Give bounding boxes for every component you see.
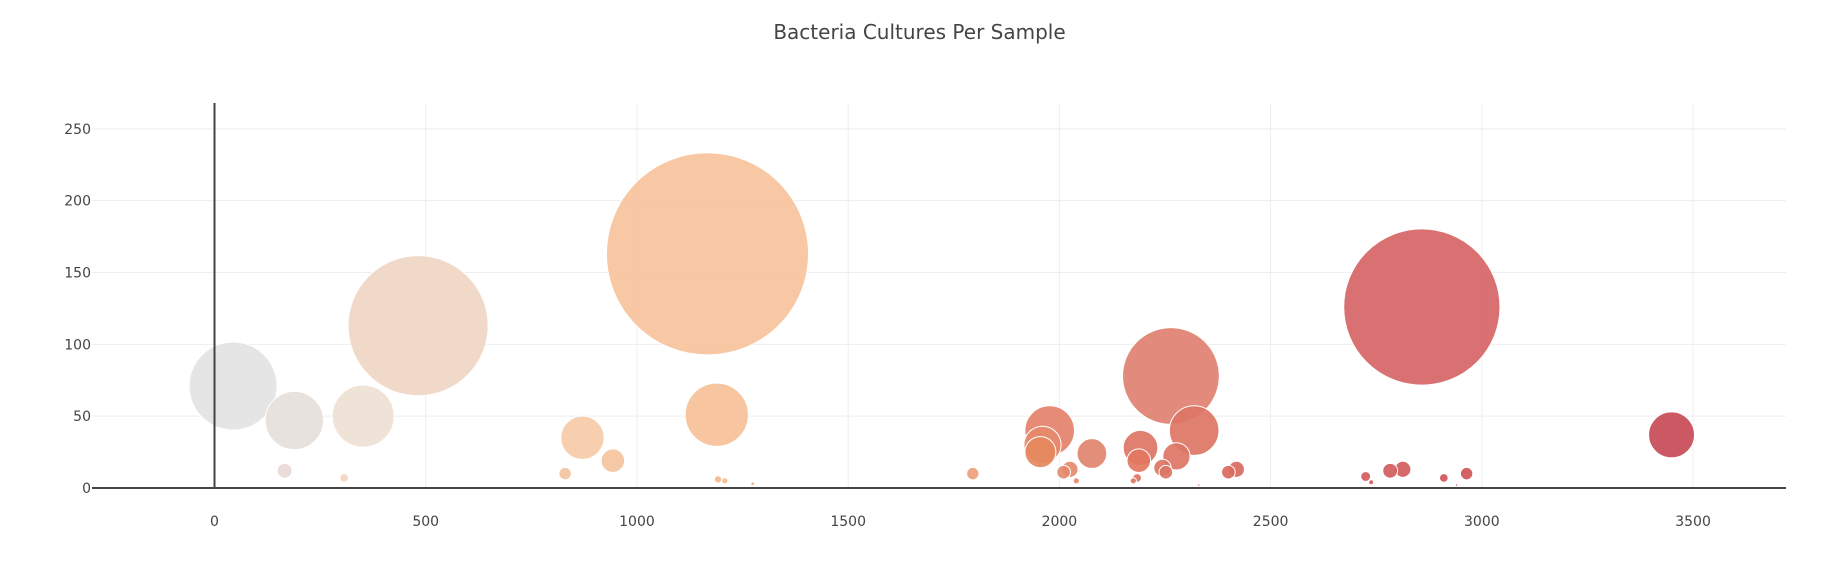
bubble-point[interactable]: [1360, 471, 1372, 482]
x-tick-label: 2000: [1042, 514, 1078, 530]
bubble-point[interactable]: [750, 481, 756, 487]
bubble-point[interactable]: [684, 382, 749, 447]
y-tick-label: 150: [64, 266, 91, 282]
x-tick-label: 0: [210, 514, 219, 530]
bubble-point[interactable]: [1072, 477, 1080, 485]
bubble-point[interactable]: [1056, 464, 1071, 480]
y-tick-label: 200: [64, 194, 91, 210]
bubble-point[interactable]: [264, 390, 324, 451]
y-tick-label: 250: [64, 122, 91, 138]
y-tick-label: 50: [73, 409, 91, 425]
x-tick-label: 3500: [1675, 514, 1711, 530]
bubble-point[interactable]: [1438, 473, 1449, 483]
bubble-point[interactable]: [1197, 483, 1201, 487]
bubble-point[interactable]: [1368, 479, 1375, 486]
chart-title: Bacteria Cultures Per Sample: [773, 20, 1066, 44]
bubble-point[interactable]: [1382, 462, 1399, 479]
bubble-point[interactable]: [347, 255, 489, 397]
bubble-point[interactable]: [721, 477, 729, 485]
x-tick-label: 1500: [830, 514, 866, 530]
y-tick-label: 0: [82, 481, 91, 497]
bubble-point[interactable]: [1648, 411, 1695, 459]
bubble-point[interactable]: [339, 473, 350, 483]
axis-layer: 0 500 1000 1500 2000 2500 3000 3500 0 50 100 150 200…: [64, 103, 1786, 530]
bubble-point[interactable]: [331, 384, 395, 448]
bubble-point[interactable]: [188, 341, 278, 431]
bubble-point[interactable]: [1129, 477, 1137, 485]
x-tick-label: 500: [412, 514, 439, 530]
bubble-point[interactable]: [1221, 464, 1236, 480]
bubble-point[interactable]: [1126, 448, 1152, 473]
x-tick-label: 1000: [619, 514, 655, 530]
bubble-point[interactable]: [605, 152, 810, 356]
bubble-point[interactable]: [600, 448, 626, 473]
bubble-point[interactable]: [966, 466, 980, 481]
y-tick-label: 100: [64, 337, 91, 353]
x-tick-label: 2500: [1253, 514, 1289, 530]
bubble-point[interactable]: [1158, 464, 1174, 480]
bubble-point[interactable]: [560, 415, 605, 460]
bubble-point[interactable]: [558, 466, 572, 481]
x-tick-label: 3000: [1464, 514, 1500, 530]
bubble-point[interactable]: [1343, 228, 1501, 386]
bubble-point[interactable]: [1076, 438, 1108, 469]
bubble-point[interactable]: [276, 462, 293, 479]
bubble-point[interactable]: [1459, 466, 1474, 481]
bubble-point[interactable]: [1454, 483, 1459, 487]
bubble-point[interactable]: [1168, 405, 1220, 456]
bubble-layer: [188, 152, 1695, 487]
bubble-point[interactable]: [713, 475, 723, 484]
bubble-point[interactable]: [1024, 436, 1057, 469]
